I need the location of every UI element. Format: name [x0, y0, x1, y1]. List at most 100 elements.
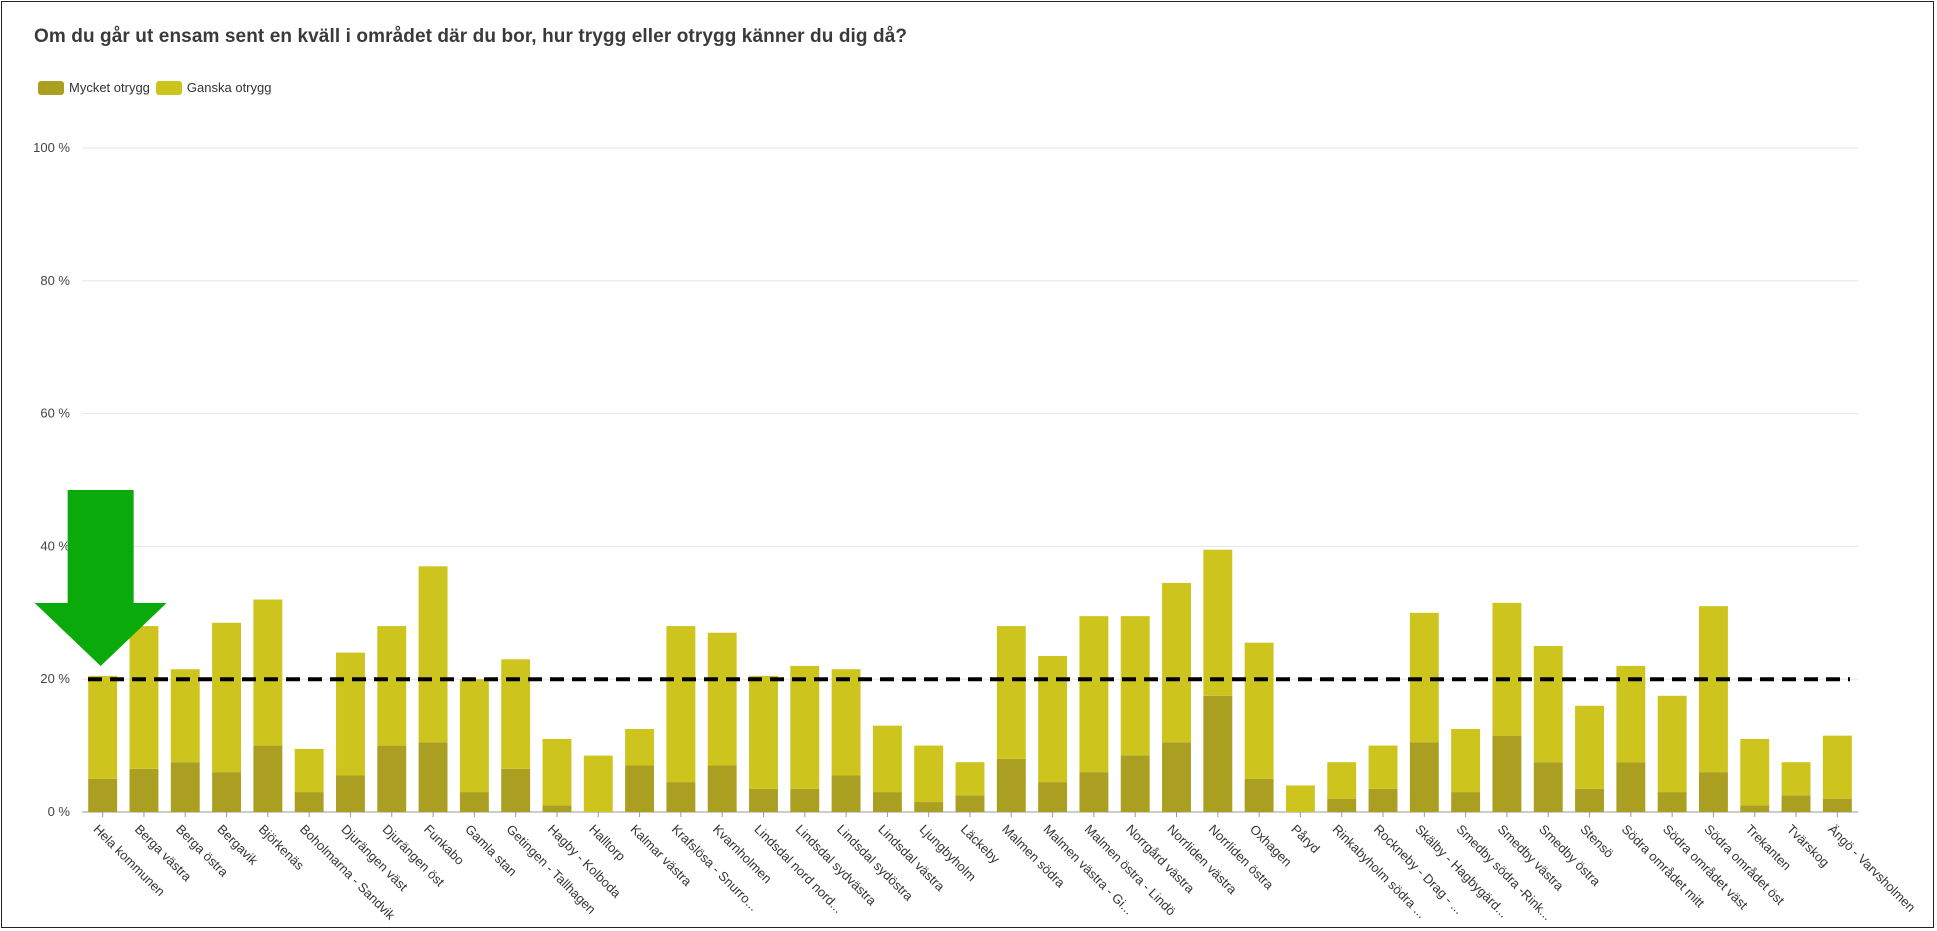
- x-tick-label: Hagby - Kolboda: [545, 822, 625, 902]
- bar-segment[interactable]: [1533, 646, 1563, 763]
- bar-segment[interactable]: [377, 626, 407, 746]
- legend: Mycket otrygg Ganska otrygg: [38, 80, 277, 95]
- bar-segment[interactable]: [459, 792, 489, 812]
- bar-segment[interactable]: [542, 805, 572, 812]
- bar-segment[interactable]: [707, 765, 737, 812]
- bar-segment[interactable]: [790, 788, 820, 812]
- bar-segment[interactable]: [1038, 655, 1068, 783]
- bar-segment[interactable]: [1244, 642, 1274, 779]
- bar-segment[interactable]: [1822, 798, 1852, 812]
- legend-item-ganska-otrygg[interactable]: Ganska otrygg: [155, 80, 272, 95]
- x-tick-label: Ängö - Varvsholmen: [1825, 822, 1918, 915]
- bar-segment[interactable]: [1657, 792, 1687, 812]
- legend-swatch-ganska-otrygg: [155, 80, 182, 95]
- bar-segment[interactable]: [1451, 729, 1481, 793]
- bar-segment[interactable]: [1368, 788, 1398, 812]
- bar-segment[interactable]: [996, 758, 1026, 812]
- bar-segment[interactable]: [253, 599, 283, 746]
- bar-segment[interactable]: [914, 802, 944, 812]
- x-tick-label: Stensö: [1577, 822, 1616, 861]
- bar-segment[interactable]: [625, 765, 655, 812]
- y-tick-label: 0 %: [48, 804, 71, 819]
- bar-segment[interactable]: [666, 626, 696, 783]
- bar-segment[interactable]: [955, 795, 985, 812]
- bar-segment[interactable]: [996, 626, 1026, 759]
- bar-segment[interactable]: [459, 679, 489, 793]
- legend-label-ganska-otrygg: Ganska otrygg: [186, 80, 272, 95]
- bar-segment[interactable]: [170, 762, 200, 812]
- bar-segment[interactable]: [1285, 785, 1315, 812]
- bar-segment[interactable]: [1038, 782, 1068, 812]
- bar-segment[interactable]: [1575, 788, 1604, 812]
- bar-segment[interactable]: [129, 768, 159, 812]
- x-tick-label: Påryd: [1288, 822, 1323, 857]
- bar-segment[interactable]: [418, 566, 448, 743]
- bar-segment[interactable]: [212, 622, 242, 773]
- bar-segment[interactable]: [1698, 606, 1728, 773]
- bar-segment[interactable]: [1079, 772, 1109, 812]
- bar-segment[interactable]: [872, 792, 902, 812]
- bar-segment[interactable]: [294, 748, 324, 793]
- bar-segment[interactable]: [831, 669, 861, 776]
- bar-segment[interactable]: [914, 745, 944, 803]
- bar-segment[interactable]: [583, 755, 613, 812]
- bar-segment[interactable]: [831, 775, 861, 812]
- bar-segment[interactable]: [1451, 792, 1481, 812]
- bar-segment[interactable]: [955, 762, 985, 796]
- bar-segment[interactable]: [253, 745, 283, 812]
- y-tick-label: 100 %: [33, 140, 70, 155]
- bar-segment[interactable]: [1327, 798, 1357, 812]
- bar-segment[interactable]: [749, 675, 778, 789]
- bar-segment[interactable]: [1162, 742, 1191, 812]
- down-arrow-icon: [34, 490, 167, 666]
- bar-segment[interactable]: [1616, 762, 1646, 812]
- bar-segment[interactable]: [749, 788, 778, 812]
- bar-segment[interactable]: [666, 782, 696, 812]
- bar-segment[interactable]: [170, 669, 200, 763]
- bar-segment[interactable]: [129, 626, 159, 769]
- bar-segment[interactable]: [1616, 665, 1646, 763]
- bar-segment[interactable]: [294, 792, 324, 812]
- bar-segment[interactable]: [790, 665, 820, 789]
- bar-segment[interactable]: [1740, 805, 1770, 812]
- bar-segment[interactable]: [336, 775, 365, 812]
- bar-segment[interactable]: [1575, 705, 1604, 789]
- bar-segment[interactable]: [377, 745, 407, 812]
- y-tick-label: 60 %: [40, 406, 70, 421]
- bar-segment[interactable]: [1120, 616, 1150, 756]
- bar-segment[interactable]: [418, 742, 448, 812]
- bar-segment[interactable]: [88, 675, 118, 779]
- bar-segment[interactable]: [1492, 602, 1522, 736]
- bar-segment[interactable]: [501, 659, 531, 769]
- bar-segment[interactable]: [1657, 695, 1687, 793]
- bar-segment[interactable]: [1368, 745, 1398, 789]
- bar-segment[interactable]: [1698, 772, 1728, 812]
- bar-segment[interactable]: [212, 772, 242, 812]
- bar-segment[interactable]: [1120, 755, 1150, 812]
- bar-segment[interactable]: [1492, 735, 1522, 812]
- bar-segment[interactable]: [707, 632, 737, 766]
- bar-segment[interactable]: [542, 738, 572, 806]
- bar-segment[interactable]: [1162, 582, 1191, 743]
- bar-segment[interactable]: [1203, 549, 1233, 696]
- bar-segment[interactable]: [1822, 735, 1852, 799]
- bar-segment[interactable]: [1409, 742, 1439, 812]
- x-tick-label: Hela kommunen: [91, 822, 169, 900]
- bar-segment[interactable]: [625, 729, 655, 766]
- x-tick-label: Lindsdal sydöstra: [834, 822, 917, 905]
- bar-segment[interactable]: [501, 768, 531, 812]
- bar-segment[interactable]: [88, 778, 118, 812]
- bar-segment[interactable]: [336, 652, 365, 776]
- bar-segment[interactable]: [1327, 762, 1357, 799]
- bar-segment[interactable]: [1244, 778, 1274, 812]
- bar-segment[interactable]: [1203, 695, 1233, 812]
- bar-segment[interactable]: [1781, 762, 1811, 796]
- bar-segment[interactable]: [1533, 762, 1563, 812]
- legend-item-mycket-otrygg[interactable]: Mycket otrygg: [38, 80, 150, 95]
- bar-segment[interactable]: [1079, 616, 1109, 773]
- bar-segment[interactable]: [1781, 795, 1811, 812]
- bar-segment[interactable]: [872, 725, 902, 793]
- bar-segment[interactable]: [1740, 738, 1770, 806]
- y-tick-label: 40 %: [40, 538, 70, 553]
